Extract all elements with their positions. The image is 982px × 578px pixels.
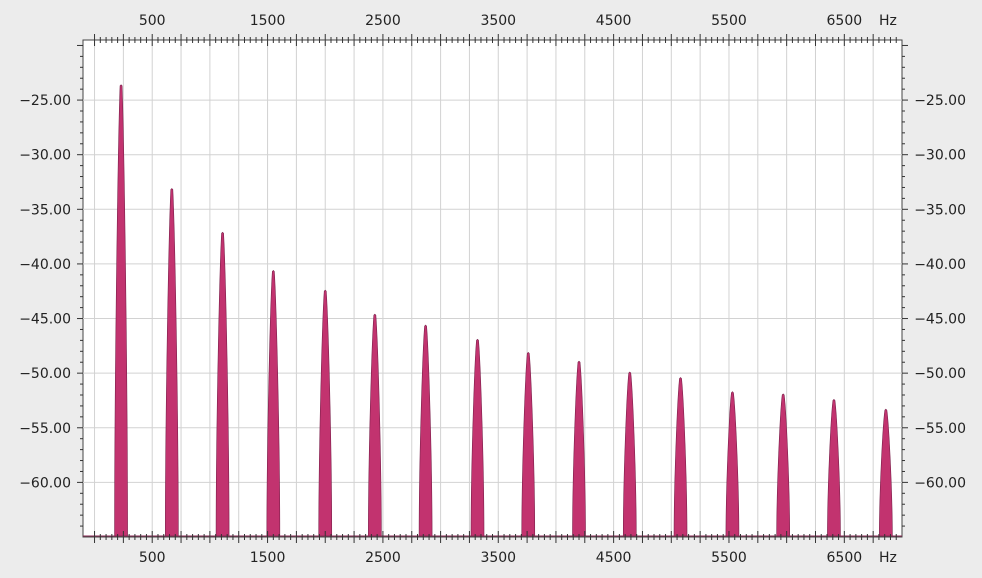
x-unit-top: Hz: [879, 13, 897, 29]
spectrum-peak: [673, 377, 688, 537]
spectrum-peak: [368, 313, 382, 537]
spectrum-peak: [266, 270, 281, 537]
y-tick-label-left: −50.00: [19, 366, 71, 382]
x-tick-label-bottom: 5500: [711, 550, 747, 566]
x-tick-label-top: 6500: [827, 13, 863, 29]
spectrum-peak: [165, 188, 179, 537]
y-tick-label-right: −25.00: [914, 93, 966, 109]
y-tick-label-right: −30.00: [914, 148, 966, 164]
x-tick-label-bottom: 1500: [250, 550, 286, 566]
spectrum-peak: [776, 393, 790, 537]
y-tick-label-right: −50.00: [914, 366, 966, 382]
x-tick-label-top: 2500: [365, 13, 401, 29]
y-tick-label-left: −30.00: [19, 148, 71, 164]
spectrum-peak: [622, 371, 637, 537]
y-tick-label-right: −55.00: [914, 421, 966, 437]
tick-labels: 500 500 1500 1500 2500 2500 3500 3500 4500 4500 55…: [19, 13, 966, 566]
x-tick-label-top: 4500: [596, 13, 632, 29]
x-tick-label-top: 5500: [711, 13, 747, 29]
x-tick-label-bottom: 3500: [480, 550, 516, 566]
axis-ticks: [77, 34, 908, 543]
x-tick-label-top: 3500: [480, 13, 516, 29]
spectrum-peak: [725, 391, 740, 537]
y-tick-label-left: −55.00: [19, 421, 71, 437]
spectrum-peak: [879, 408, 893, 537]
y-tick-label-right: −40.00: [914, 257, 966, 273]
spectrum-peak: [318, 289, 333, 537]
y-tick-label-left: −40.00: [19, 257, 71, 273]
x-tick-label-bottom: 4500: [596, 550, 632, 566]
x-tick-label-top: 1500: [250, 13, 286, 29]
y-tick-label-left: −60.00: [19, 475, 71, 491]
spectrum-peak: [114, 84, 128, 537]
spectrum-peak: [827, 398, 841, 537]
y-tick-label-right: −60.00: [914, 475, 966, 491]
x-tick-label-top: 500: [139, 13, 166, 29]
spectrum-peak: [572, 360, 586, 537]
spectrum-peak: [215, 231, 230, 537]
y-tick-label-left: −25.00: [19, 93, 71, 109]
x-tick-label-bottom: 500: [139, 550, 166, 566]
spectrum-peak: [521, 351, 536, 537]
y-tick-label-right: −35.00: [914, 202, 966, 218]
x-tick-label-bottom: 2500: [365, 550, 401, 566]
x-tick-label-bottom: 6500: [827, 550, 863, 566]
y-tick-label-right: −45.00: [914, 312, 966, 328]
spectrum-peak: [418, 324, 433, 537]
spectrum-peak: [470, 338, 485, 537]
x-unit-bottom: Hz: [879, 550, 897, 566]
y-tick-label-left: −35.00: [19, 202, 71, 218]
y-tick-label-left: −45.00: [19, 312, 71, 328]
